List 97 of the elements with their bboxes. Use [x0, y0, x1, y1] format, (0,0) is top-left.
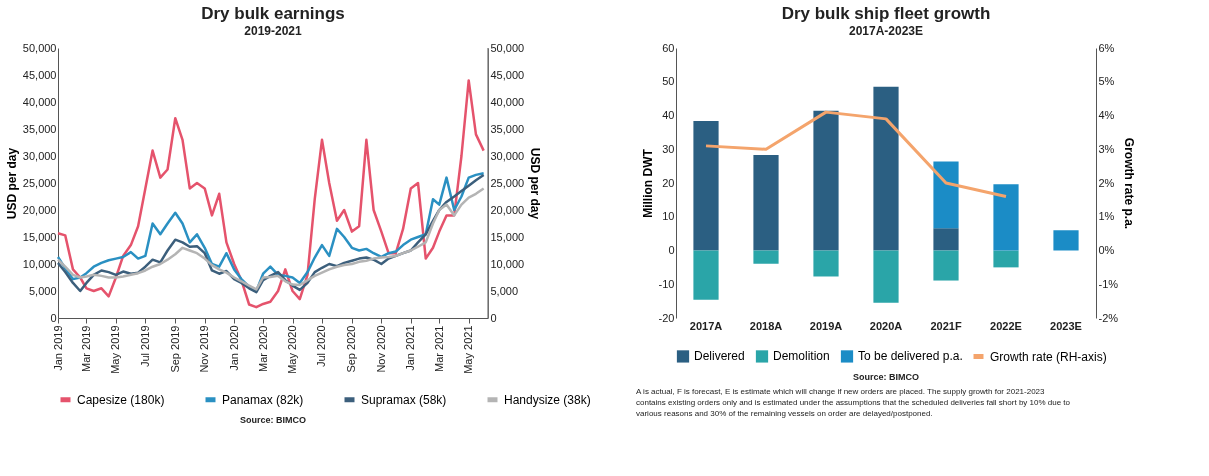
- y2-tick-label: 3%: [1098, 142, 1115, 155]
- x-tick-label: Sep 2020: [345, 325, 358, 373]
- legend-label: Demolition: [773, 349, 830, 364]
- chart-subtitle: 2017A-2023E: [848, 24, 924, 38]
- y2-axis-title: Growth rate p.a.: [1122, 137, 1137, 230]
- y2-tick-label: 40,000: [490, 95, 525, 108]
- y2-tick-label: 5%: [1098, 75, 1115, 88]
- text: A is actual, F is forecast, E is estimate which will change if new orders are placed. The supply growth for 2021-2023 contains existing orders only and is estimated under the assumptions that the scheduled deliveries fall short by 10% due to various reasons and 30% of the remaining vessels on order are delayed/postponed.: [636, 386, 1071, 418]
- bar: [813, 250, 839, 277]
- y2-tick-label: 20,000: [490, 203, 525, 216]
- y-tick-label: 0: [668, 244, 675, 256]
- y-tick-label: 30: [662, 142, 675, 155]
- bar: [993, 250, 1019, 268]
- y2-tick-label: 0%: [1098, 244, 1115, 256]
- x-tick-label: 2021F: [930, 319, 962, 332]
- legend-label: Handysize (38k): [504, 392, 591, 407]
- y-tick-label: 40: [662, 109, 675, 121]
- bar: [933, 161, 959, 229]
- y2-tick-label: 25,000: [490, 176, 525, 189]
- y2-tick-label: 50,000: [490, 41, 525, 54]
- y2-axis-title: USD per day: [528, 147, 543, 220]
- source-note: Source: BIMCO: [852, 371, 920, 382]
- x-tick-label: Jan 2020: [227, 325, 240, 371]
- x-tick-label: 2023E: [1050, 319, 1082, 332]
- y-axis-title: Million DWT: [640, 148, 655, 218]
- x-tick-label: Mar 2021: [432, 325, 445, 372]
- y2-tick-label: 10,000: [490, 257, 525, 270]
- y-tick-label: 5,000: [28, 284, 57, 297]
- y-tick-label: 10,000: [22, 257, 57, 270]
- x-tick-label: Jul 2019: [138, 325, 151, 368]
- x-tick-label: Jan 2019: [51, 325, 64, 371]
- x-tick-label: Mar 2019: [79, 325, 92, 372]
- legend-label: Panamax (82k): [222, 392, 304, 407]
- y-tick-label: 0: [50, 311, 57, 324]
- legend-label: Delivered: [694, 349, 745, 364]
- bar: [753, 250, 779, 264]
- x-tick-label: 2022E: [990, 319, 1022, 332]
- legend-label: Growth rate (RH-axis): [990, 349, 1107, 364]
- y-tick-label: 15,000: [22, 230, 57, 243]
- x-tick-label: 2019A: [809, 319, 843, 332]
- y2-tick-label: 6%: [1098, 41, 1115, 54]
- y-tick-label: -20: [658, 311, 675, 324]
- y-tick-label: 20,000: [22, 203, 57, 216]
- y-tick-label: 45,000: [22, 68, 57, 81]
- y2-tick-label: 45,000: [490, 68, 525, 81]
- x-tick-label: May 2019: [109, 325, 122, 374]
- y-tick-label: -10: [658, 277, 675, 290]
- y-tick-label: 50: [662, 75, 675, 88]
- bar: [873, 250, 899, 303]
- legend-label: To be delivered p.a.: [858, 349, 963, 364]
- x-tick-label: 2020A: [869, 319, 903, 332]
- y-tick-label: 60: [662, 41, 675, 54]
- y-tick-label: 50,000: [22, 41, 57, 54]
- line-series: [56, 79, 485, 309]
- y2-tick-label: 4%: [1098, 109, 1115, 121]
- x-tick-label: Nov 2020: [374, 325, 387, 373]
- y2-tick-label: 0: [490, 311, 497, 324]
- bar: [993, 184, 1019, 251]
- bar: [1053, 230, 1079, 251]
- bar: [933, 228, 959, 251]
- x-tick-label: Jan 2021: [404, 325, 417, 371]
- source-note: Source: BIMCO: [239, 414, 307, 425]
- chart-title: Dry bulk ship fleet growth: [781, 4, 991, 23]
- x-tick-label: 2017A: [689, 319, 723, 332]
- bar: [693, 120, 719, 251]
- y-tick-label: 35,000: [22, 122, 57, 135]
- y2-tick-label: 2%: [1098, 176, 1115, 189]
- y-tick-label: 30,000: [22, 149, 57, 162]
- bar: [813, 110, 839, 251]
- y2-tick-label: -1%: [1098, 277, 1119, 290]
- x-tick-label: Mar 2020: [256, 325, 269, 372]
- x-tick-label: May 2021: [462, 325, 475, 374]
- bar: [933, 250, 959, 281]
- x-tick-label: Sep 2019: [168, 325, 181, 373]
- y-tick-label: 20: [662, 176, 675, 189]
- y2-tick-label: -2%: [1098, 311, 1119, 324]
- y2-tick-label: 30,000: [490, 149, 525, 162]
- y-axis-title: USD per day: [4, 147, 19, 220]
- bar: [753, 154, 779, 251]
- y2-tick-label: 15,000: [490, 230, 525, 243]
- y2-tick-label: 1%: [1098, 210, 1115, 223]
- y2-tick-label: 35,000: [490, 122, 525, 135]
- y2-tick-label: 5,000: [490, 284, 519, 297]
- x-tick-label: May 2020: [286, 325, 299, 374]
- x-tick-label: 2018A: [749, 319, 783, 332]
- y-tick-label: 10: [662, 210, 675, 223]
- x-tick-label: Nov 2019: [198, 325, 211, 373]
- bar: [693, 250, 719, 300]
- chart-subtitle: 2019-2021: [244, 24, 303, 38]
- y-tick-label: 40,000: [22, 95, 57, 108]
- bar: [873, 86, 899, 251]
- line-series: [704, 110, 1008, 198]
- legend-label: Capesize (180k): [77, 392, 165, 407]
- chart-title: Dry bulk earnings: [201, 4, 345, 23]
- x-tick-label: Jul 2020: [315, 325, 328, 368]
- y-tick-label: 25,000: [22, 176, 57, 189]
- legend-label: Supramax (58k): [361, 392, 447, 407]
